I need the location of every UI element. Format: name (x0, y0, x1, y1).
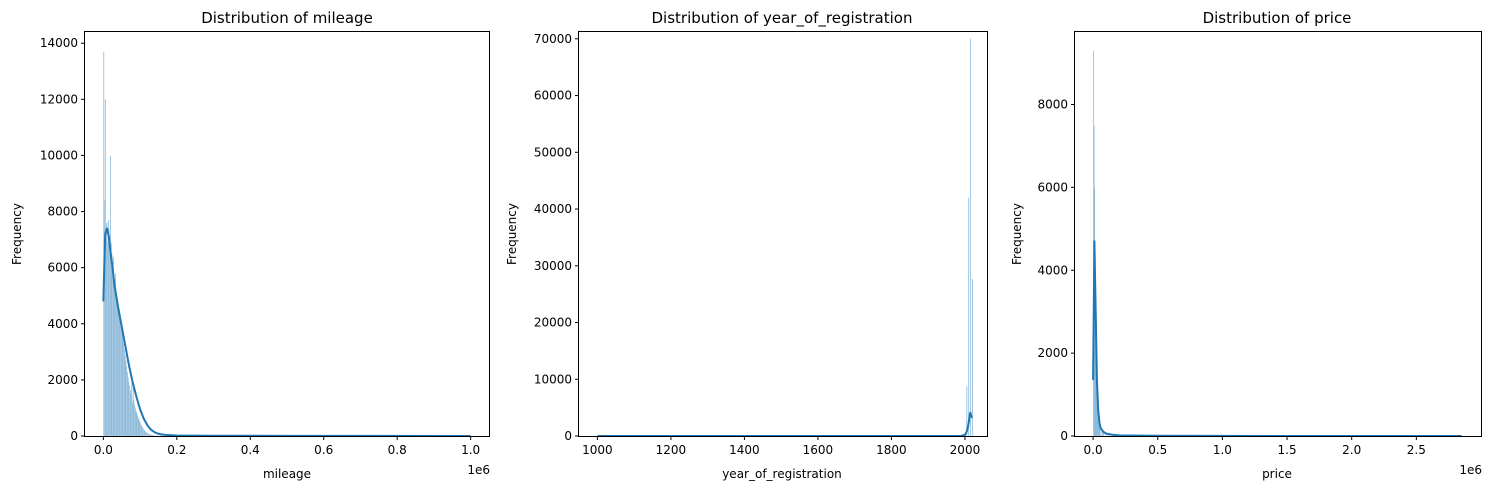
chart-title: Distribution of price (1203, 9, 1352, 27)
x-tick-label: 0.2 (167, 443, 186, 457)
y-tick-label: 10000 (40, 148, 78, 162)
x-tick-label: 1000 (582, 443, 613, 457)
chart-ticks: 0.0 0.5 1.0 1.5 2.0 2.5 0 2000 4000 6000 8000 (1037, 98, 1425, 457)
histogram-bar (970, 38, 972, 437)
y-tick-label: 10000 (534, 372, 572, 386)
y-tick-label: 12000 (40, 92, 78, 106)
x-tick-label: 2000 (950, 443, 981, 457)
x-axis-label: mileage (263, 467, 311, 481)
y-tick-label: 70000 (534, 32, 572, 46)
kde-line (597, 411, 974, 437)
x-tick-label: 1400 (729, 443, 760, 457)
y-tick-label: 40000 (534, 202, 572, 216)
y-tick-label: 4000 (1037, 263, 1068, 277)
x-tick-label: 1.0 (1213, 443, 1232, 457)
kde-line (1092, 240, 1462, 437)
x-tick-label: 0.4 (241, 443, 260, 457)
y-tick-label: 14000 (40, 36, 78, 50)
x-tick-label: 2.0 (1342, 443, 1361, 457)
plot-frame (578, 31, 988, 437)
y-axis-label: Frequency (10, 203, 24, 265)
x-offset-label: 1e6 (467, 463, 490, 477)
x-tick-label: 1800 (876, 443, 907, 457)
x-offset-label: 1e6 (1459, 463, 1482, 477)
y-tick-label: 60000 (534, 89, 572, 103)
x-axis-label: year_of_registration (722, 467, 842, 481)
y-tick-label: 8000 (1037, 98, 1068, 112)
y-tick-label: 2000 (47, 373, 78, 387)
x-tick-label: 0.6 (314, 443, 333, 457)
x-tick-label: 1.0 (461, 443, 480, 457)
plot-frame (1074, 31, 1482, 437)
chart-marks (597, 38, 974, 437)
y-tick-label: 4000 (47, 317, 78, 331)
chart-mileage: Distribution of mileage 0.0 0.2 0.4 0.6 0.8 1… (10, 9, 490, 481)
x-tick-label: 2.5 (1407, 443, 1426, 457)
x-tick-label: 1.5 (1278, 443, 1297, 457)
y-tick-label: 8000 (47, 205, 78, 219)
x-tick-label: 0.0 (94, 443, 113, 457)
y-tick-label: 20000 (534, 316, 572, 330)
y-tick-label: 50000 (534, 145, 572, 159)
x-axis-label: price (1262, 467, 1292, 481)
chart-year-of-registration: Distribution of year_of_registration 100… (505, 9, 988, 481)
y-tick-label: 0 (1060, 429, 1068, 443)
chart-ticks: 1000 1200 1400 1600 1800 20000100002000030000… (534, 32, 980, 457)
chart-marks (102, 51, 471, 437)
y-axis-label: Frequency (1010, 203, 1024, 265)
x-tick-label: 1600 (803, 443, 834, 457)
histogram-bar (971, 278, 973, 437)
chart-title: Distribution of year_of_registration (652, 9, 913, 28)
chart-price: Distribution of price 0.0 0.5 1.0 1.5 2.0 2.5… (1010, 9, 1482, 481)
plot-frame (84, 31, 490, 437)
y-tick-label: 30000 (534, 259, 572, 273)
chart-ticks: 0.0 0.2 0.4 0.6 0.8 1.0 0 2000 4000 6000 8000 10000… (40, 36, 480, 457)
y-tick-label: 6000 (1037, 180, 1068, 194)
histogram-bar (968, 197, 970, 437)
chart-title: Distribution of mileage (201, 9, 373, 27)
x-tick-label: 0.8 (388, 443, 407, 457)
y-tick-label: 2000 (1037, 346, 1068, 360)
x-tick-label: 0.5 (1148, 443, 1167, 457)
chart-marks (1092, 50, 1462, 437)
x-tick-label: 0.0 (1084, 443, 1103, 457)
y-tick-label: 6000 (47, 261, 78, 275)
y-tick-label: 0 (564, 429, 572, 443)
y-tick-label: 0 (70, 429, 78, 443)
kde-line (102, 227, 471, 437)
x-tick-label: 1200 (656, 443, 687, 457)
y-axis-label: Frequency (505, 203, 519, 265)
